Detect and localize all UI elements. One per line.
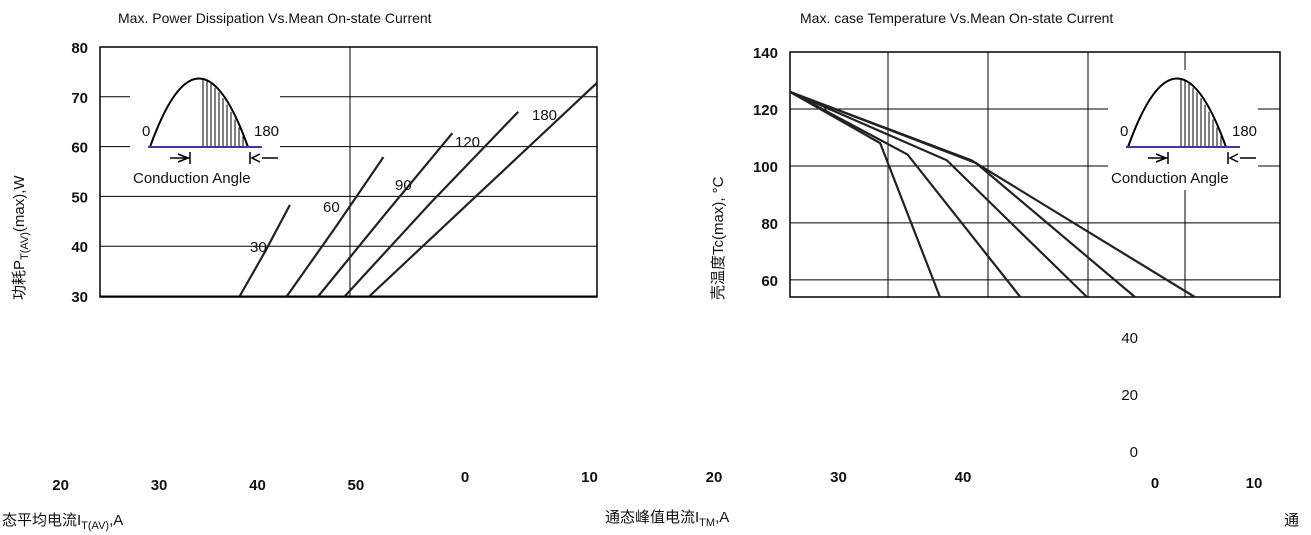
inset-label: 180 [254, 123, 279, 140]
chart-title: Max. Power Dissipation Vs.Mean On-state … [118, 10, 432, 26]
y-tick-label: 40 [1121, 330, 1138, 347]
y-tick-label: 80 [761, 216, 778, 233]
axis-label-part: ,A [715, 509, 729, 526]
axis-label: 态平均电流IT(AV),A [2, 512, 123, 532]
x-tick-label: 40 [955, 469, 972, 486]
axis-label: 功耗PT(AV)(max),W [11, 175, 31, 300]
inset-bg [1108, 70, 1258, 190]
inset-label: 180 [1232, 123, 1257, 140]
x-tick-label: 20 [52, 477, 69, 494]
curve [789, 90, 941, 298]
axis-label-part: ,A [109, 512, 123, 529]
curve-label: 120 [455, 134, 480, 151]
inset-arrow [1148, 152, 1256, 164]
chart-title: Max. case Temperature Vs.Mean On-state C… [800, 10, 1113, 26]
curve-label: 180 [532, 107, 557, 124]
axis-label: 通 [1284, 512, 1299, 529]
x-tick-label: 10 [1246, 475, 1263, 492]
x-tick-label: 10 [581, 469, 598, 486]
inset-label: Conduction Angle [133, 170, 251, 187]
axis-label-part: T(AV) [19, 232, 31, 260]
x-tick-label: 30 [830, 469, 847, 486]
axis-label: 壳温度Tc(max), °C [710, 176, 727, 300]
curve [286, 156, 385, 297]
inset-bg [130, 70, 280, 190]
axis-label-part: 通 [1284, 512, 1299, 529]
y-tick-label: 70 [71, 90, 88, 107]
axis-label-part: 壳温度Tc(max), °C [710, 176, 727, 300]
x-tick-label: 40 [249, 477, 266, 494]
curve [789, 90, 1088, 298]
inset-label: Conduction Angle [1111, 170, 1229, 187]
y-tick-label: 80 [71, 40, 88, 57]
x-tick-label: 0 [1151, 475, 1159, 492]
y-tick-label: 60 [761, 273, 778, 290]
y-tick-label: 120 [753, 102, 778, 119]
inset-wave [1127, 77, 1227, 148]
axis-label-part: TM [699, 517, 715, 529]
inset-label: 0 [142, 123, 150, 140]
x-tick-label: 30 [151, 477, 168, 494]
curve [789, 90, 1022, 298]
curve [368, 82, 598, 297]
axis-label-part: 通态峰值电流I [605, 509, 699, 526]
axis-label-part: T(AV) [81, 520, 109, 532]
inset-wave [149, 77, 249, 148]
y-tick-label: 50 [71, 189, 88, 206]
curve-label: 90 [395, 177, 412, 194]
y-tick-label: 140 [753, 45, 778, 62]
y-tick-label: 40 [71, 239, 88, 256]
y-tick-label: 20 [1121, 387, 1138, 404]
curve-label: 60 [323, 199, 340, 216]
axis-label-part: 功耗P [11, 260, 28, 300]
curve [317, 132, 454, 297]
x-tick-label: 0 [461, 469, 469, 486]
y-tick-label: 100 [753, 159, 778, 176]
curve [789, 90, 1196, 298]
curve-label: 30 [250, 239, 267, 256]
x-tick-label: 20 [706, 469, 723, 486]
y-tick-label: 60 [71, 140, 88, 157]
inset-label: 0 [1120, 123, 1128, 140]
y-tick-label: 30 [71, 289, 88, 306]
curve [789, 90, 1136, 298]
curve [344, 110, 520, 297]
axis-label-part: 态平均电流I [2, 512, 81, 529]
inset-arrow [170, 152, 278, 164]
axis-label-part: (max),W [11, 175, 28, 232]
curve [238, 204, 291, 297]
y-tick-label: 0 [1130, 444, 1138, 461]
axis-label: 通态峰值电流ITM,A [605, 509, 729, 529]
x-tick-label: 50 [348, 477, 365, 494]
